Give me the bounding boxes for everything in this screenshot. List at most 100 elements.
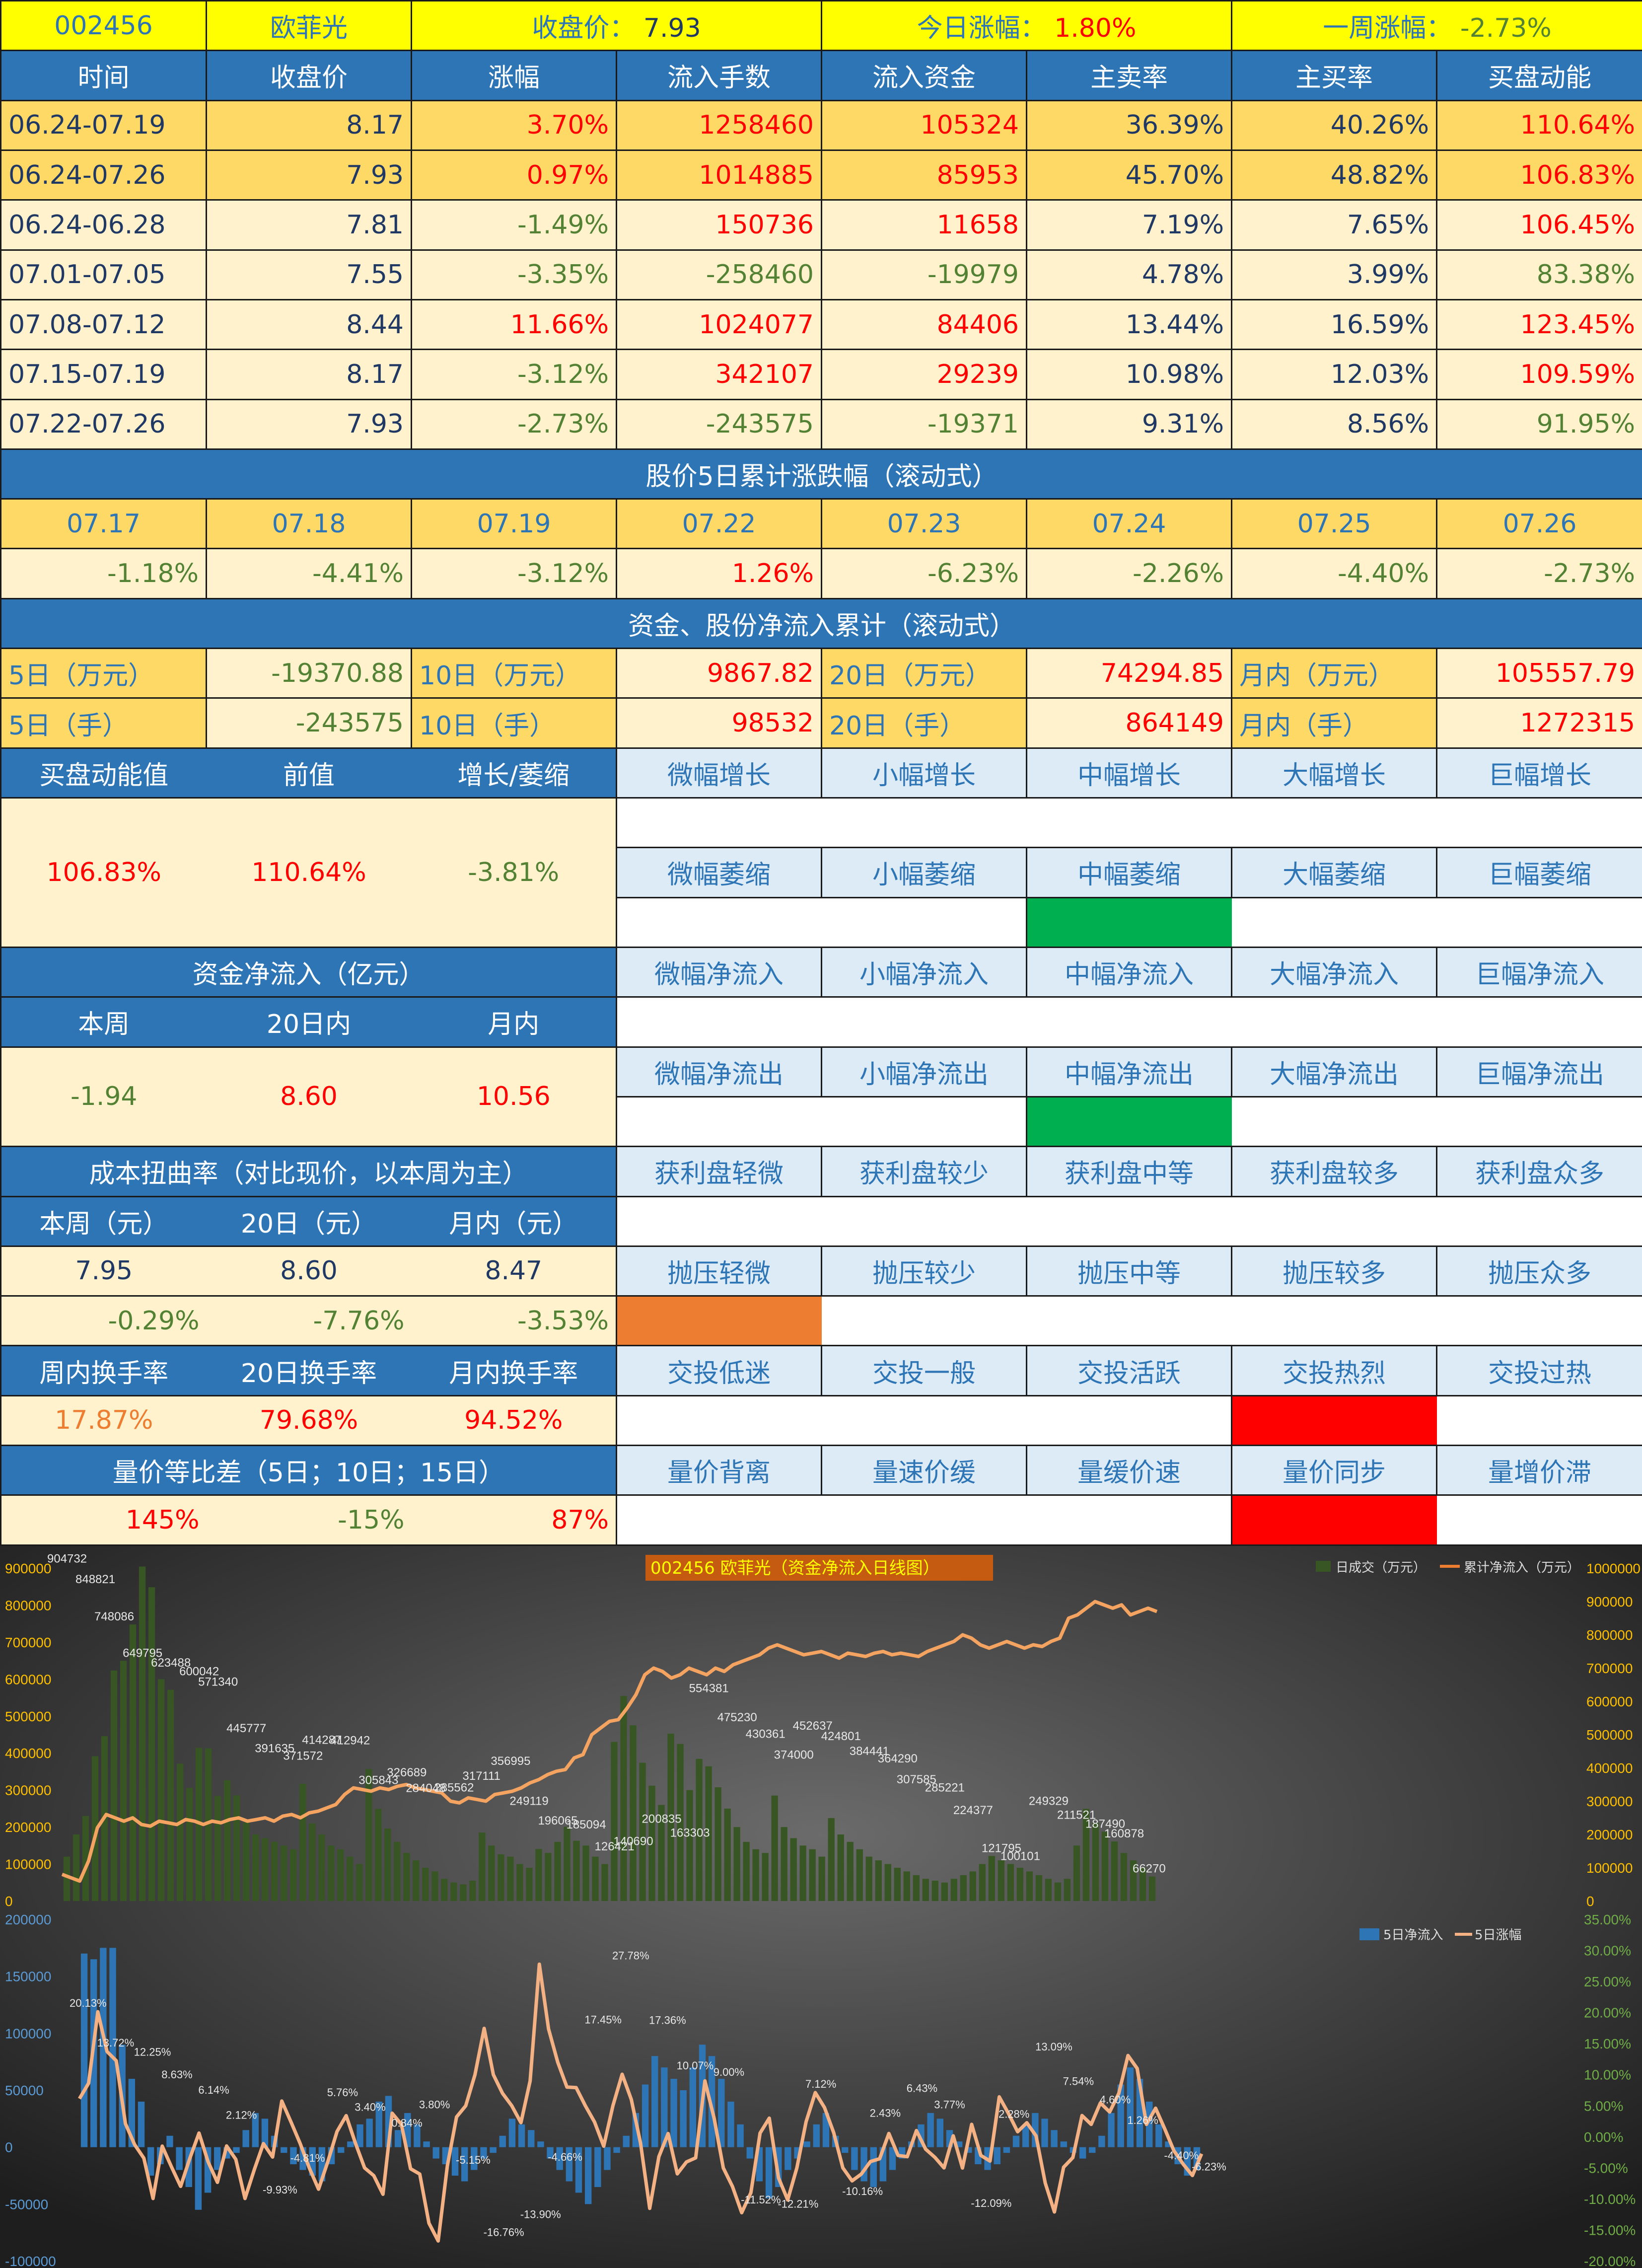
summary-cell: 36.39% xyxy=(1026,99,1233,151)
volume-bar xyxy=(431,1871,438,1901)
cost-pressure-indicator xyxy=(1436,1295,1642,1347)
netflow-value: 105557.79 xyxy=(1436,648,1642,699)
fund-outflow-indicator xyxy=(615,1096,822,1148)
netflow-label: 10日（万元） xyxy=(411,648,617,699)
turnover-header: 周内换手率 xyxy=(0,1345,207,1396)
volume-data-label: 571340 xyxy=(198,1676,238,1689)
fund-inflow-indicator xyxy=(615,996,1642,1048)
volume-bar xyxy=(828,1818,835,1901)
summary-cell: 16.59% xyxy=(1231,298,1438,351)
volume-data-label: 187490 xyxy=(1085,1817,1125,1830)
rolling5-date: 07.19 xyxy=(411,498,617,550)
rolling5-dates-row: 07.17 07.18 07.19 07.22 07.23 07.24 07.25 07.26 xyxy=(0,498,1642,550)
volume-bar xyxy=(450,1882,457,1901)
fund-value: 10.56 xyxy=(411,1046,617,1148)
netflow-value: -19370.88 xyxy=(206,648,412,699)
volume-bar xyxy=(1101,1831,1109,1901)
ret5-data-label: 4.60% xyxy=(1100,2093,1131,2106)
fund-header: 月内 xyxy=(411,996,617,1048)
volume-bar xyxy=(714,1787,721,1901)
right-tick-label: 600000 xyxy=(1586,1694,1633,1709)
net5-bar xyxy=(661,2067,668,2147)
momentum-shrink-indicator xyxy=(1231,896,1437,948)
volume-bar xyxy=(1111,1841,1118,1901)
summary-cell: 10.98% xyxy=(1026,349,1233,400)
cost-price: 8.47 xyxy=(411,1245,617,1297)
cost-header: 20日（元） xyxy=(206,1195,412,1247)
fund-inflow-level: 中幅净流入 xyxy=(1026,946,1233,998)
volume-bar xyxy=(413,1860,420,1901)
rolling5-value: -6.23% xyxy=(821,548,1028,599)
left-tick-label: 100000 xyxy=(5,1857,51,1872)
summary-cell: 7.81 xyxy=(206,199,412,251)
momentum-shrink-indicator-active xyxy=(1026,896,1232,948)
net5-bar xyxy=(1108,2113,1115,2147)
summary-cell: 1014885 xyxy=(615,149,823,201)
volume-data-label: 374000 xyxy=(774,1749,814,1762)
volume-bar xyxy=(1054,1882,1062,1901)
ret5-data-label: 17.36% xyxy=(649,2014,686,2027)
cost-profit-level: 获利盘中等 xyxy=(1026,1146,1233,1197)
summary-cell: 8.17 xyxy=(206,349,412,400)
volume-bar xyxy=(72,1834,80,1901)
chart-background xyxy=(0,1546,1642,2268)
volume-bar xyxy=(1092,1823,1099,1901)
daily-flow-chart: 0 100000 200000 300000 400000 500000 600000 700… xyxy=(5,1552,1641,1909)
volprice-indicator xyxy=(615,1494,822,1546)
net5-bar xyxy=(566,2147,573,2182)
net5-bar xyxy=(499,2135,506,2147)
summary-cell: 83.38% xyxy=(1436,249,1642,300)
summary-cell: 1024077 xyxy=(615,298,823,351)
summary-cell: -19371 xyxy=(821,398,1028,450)
ret5-data-label: 2.28% xyxy=(999,2108,1029,2120)
cost-pressure-indicator xyxy=(1231,1295,1437,1347)
volprice-level: 量速价缓 xyxy=(821,1445,1028,1496)
volume-data-label: 748086 xyxy=(94,1610,134,1623)
volume-bar xyxy=(809,1849,816,1901)
ret5-data-label: 13.09% xyxy=(1035,2041,1072,2053)
net5-bar xyxy=(765,2147,773,2198)
cost-pressure-indicator xyxy=(821,1295,1027,1347)
volume-data-label: 140690 xyxy=(614,1834,653,1848)
volume-bar xyxy=(799,1845,806,1901)
momentum-row3: 微幅萎缩 小幅萎缩 中幅萎缩 大幅萎缩 巨幅萎缩 xyxy=(1,847,1642,898)
cost-header: 本周（元） xyxy=(0,1195,207,1247)
summary-cell: 06.24-07.19 xyxy=(0,99,207,151)
left-tick-label: 50000 xyxy=(5,2083,44,2098)
volume-bar xyxy=(903,1871,910,1901)
volume-bar xyxy=(460,1884,467,1901)
summary-row: 07.22-07.26 7.93 -2.73% -243575 -19371 9.31% 8… xyxy=(0,398,1642,450)
turnover-level: 交投热烈 xyxy=(1231,1345,1438,1396)
ret5-line xyxy=(77,1962,1204,2243)
volume-bar xyxy=(705,1766,712,1901)
turnover-value: 17.87% xyxy=(0,1394,207,1447)
net5-bar xyxy=(1117,2084,1124,2147)
volume-bar xyxy=(865,1856,872,1901)
net5-bar xyxy=(1003,2147,1010,2153)
net5-bar xyxy=(1051,2130,1058,2147)
momentum-shrink-level: 微幅萎缩 xyxy=(615,847,823,898)
netflow-value: 98532 xyxy=(615,697,823,749)
cost-pressure-indicator xyxy=(1026,1295,1232,1347)
volume-bar xyxy=(148,1587,155,1901)
net5-bar xyxy=(851,2147,858,2170)
ret5-data-label: -9.93% xyxy=(263,2184,297,2196)
left-tick-label: 600000 xyxy=(5,1672,51,1687)
net5-bar xyxy=(813,2124,820,2147)
right-tick-label: 0.00% xyxy=(1584,2129,1623,2145)
net5-bar xyxy=(242,2130,249,2147)
volume-data-label: 384441 xyxy=(850,1745,889,1758)
cost-pressure-level: 抛压轻微 xyxy=(615,1245,823,1297)
right-tick-label: -20.00% xyxy=(1584,2254,1636,2268)
net5-bar xyxy=(414,2124,421,2147)
volume-bar xyxy=(91,1756,99,1901)
volume-data-label: 285562 xyxy=(434,1781,474,1794)
net5-bar xyxy=(870,2147,877,2187)
volprice-indicator-active xyxy=(1231,1494,1437,1546)
volume-bar xyxy=(554,1841,561,1901)
volume-bar xyxy=(516,1864,523,1901)
volume-bar xyxy=(318,1834,325,1901)
ret5-data-label: -4.81% xyxy=(290,2152,325,2164)
net5-bar xyxy=(394,2130,402,2147)
volume-data-label: 904732 xyxy=(47,1552,87,1565)
